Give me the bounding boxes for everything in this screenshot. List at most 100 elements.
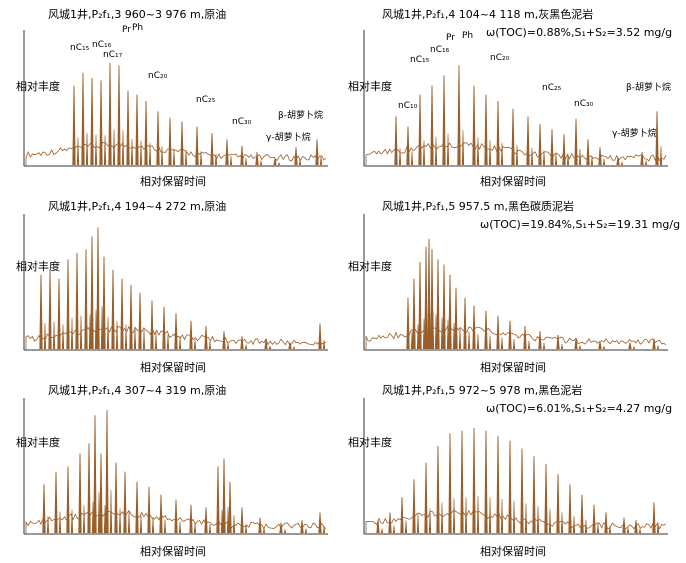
minor-peak — [319, 155, 323, 166]
peak — [225, 139, 229, 166]
panel-5-plot — [365, 427, 667, 534]
peak — [114, 462, 118, 534]
minor-peak — [626, 527, 630, 534]
minor-peak — [139, 140, 143, 166]
minor-peak — [151, 516, 155, 534]
minor-peak — [139, 515, 143, 534]
annotation-ph: Ph — [132, 23, 143, 33]
panel-1-ylabel: 相对丰度 — [348, 79, 392, 93]
minor-peak — [608, 525, 612, 534]
minor-peak — [130, 138, 134, 166]
peak — [562, 134, 566, 166]
peak — [318, 323, 322, 350]
panel-2-title: 风城1井,P₂f₁,4 194~4 272 m,原油 — [48, 199, 226, 213]
peak — [111, 269, 115, 350]
minor-peak — [392, 525, 396, 534]
peak — [135, 94, 139, 166]
peak — [538, 123, 542, 166]
minor-peak — [446, 133, 450, 166]
panel-0: 风城1井,P₂f₁,3 960~3 976 m,原油 相对丰度 相对保留时间 n… — [16, 7, 328, 188]
minor-peak — [428, 508, 432, 534]
peak — [99, 80, 103, 166]
peak — [144, 100, 148, 166]
peak — [39, 274, 43, 350]
peak — [568, 484, 572, 534]
peak — [592, 504, 596, 534]
peak — [189, 504, 193, 534]
peak — [418, 261, 422, 350]
peak — [78, 453, 82, 534]
peak — [436, 445, 440, 534]
minor-peak — [229, 155, 233, 166]
panel-1-plot — [365, 65, 667, 166]
panel-5-title: 风城1井,P₂f₁,5 972~5 978 m,黑色泥岩 — [382, 383, 582, 397]
peak — [448, 433, 452, 534]
peak — [240, 145, 244, 166]
minor-peak — [214, 153, 218, 166]
annotation-pr: Pr — [122, 25, 131, 35]
minor-peak — [283, 529, 287, 534]
peak — [273, 158, 277, 166]
peak — [574, 118, 578, 166]
peak — [54, 471, 58, 534]
minor-peak — [380, 528, 384, 534]
peak — [240, 507, 244, 534]
minor-peak — [416, 514, 420, 534]
peak — [300, 520, 304, 534]
minor-peak — [142, 329, 146, 350]
minor-peak — [160, 146, 164, 166]
peak — [288, 342, 292, 350]
minor-peak — [458, 327, 462, 350]
peak — [484, 94, 488, 166]
minor-peak — [100, 306, 104, 350]
peak — [472, 85, 476, 166]
peak — [496, 315, 500, 350]
peak — [427, 238, 431, 350]
peak — [484, 430, 488, 534]
minor-peak — [70, 317, 74, 350]
annotation-pr: Pr — [446, 33, 455, 43]
peak — [135, 481, 139, 534]
minor-peak — [512, 500, 516, 534]
minor-peak — [512, 339, 516, 350]
peak — [457, 65, 461, 166]
peak — [123, 471, 127, 534]
peak — [472, 427, 476, 534]
minor-peak — [644, 160, 648, 166]
minor-peak — [656, 345, 660, 350]
peak — [634, 520, 638, 534]
minor-peak — [115, 321, 119, 350]
peak — [508, 320, 512, 350]
panel-0-annotations: nC₁₅ nC₁₆ nC₁₇ Pr Ph nC₂₀ nC₂₅ nC₃₀ β-胡萝… — [70, 23, 323, 143]
peak — [180, 121, 184, 166]
peak — [424, 462, 428, 534]
peak — [442, 75, 446, 166]
minor-peak — [542, 150, 546, 166]
panel-4-axes — [23, 398, 328, 535]
minor-peak — [452, 498, 456, 534]
annotation-nc30: nC₃₀ — [232, 117, 252, 127]
panel-2-xlabel: 相对保留时间 — [140, 360, 206, 374]
panel-0-title: 风城1井,P₂f₁,3 960~3 976 m,原油 — [48, 7, 226, 21]
minor-peak — [184, 149, 188, 166]
minor-peak — [172, 148, 176, 166]
minor-peak — [461, 130, 465, 166]
panel-3-subtitle: ω(TOC)=19.84%,S₁+S₂=19.31 mg/g — [480, 218, 680, 231]
minor-peak — [322, 339, 326, 350]
peak — [376, 520, 380, 534]
peak — [57, 278, 61, 350]
minor-peak — [244, 523, 248, 534]
minor-peak — [82, 505, 86, 534]
peak — [90, 236, 94, 350]
minor-peak — [488, 140, 492, 166]
peak — [147, 486, 151, 534]
panel-0-axes — [23, 30, 328, 167]
minor-peak — [476, 137, 480, 166]
panel-0-ylabel: 相对丰度 — [16, 79, 60, 93]
peak — [105, 410, 109, 534]
minor-peak — [656, 522, 660, 534]
peak — [484, 310, 488, 350]
annotation-nc30: nC₃₀ — [574, 99, 594, 109]
peak — [418, 94, 422, 166]
minor-peak — [620, 161, 624, 166]
